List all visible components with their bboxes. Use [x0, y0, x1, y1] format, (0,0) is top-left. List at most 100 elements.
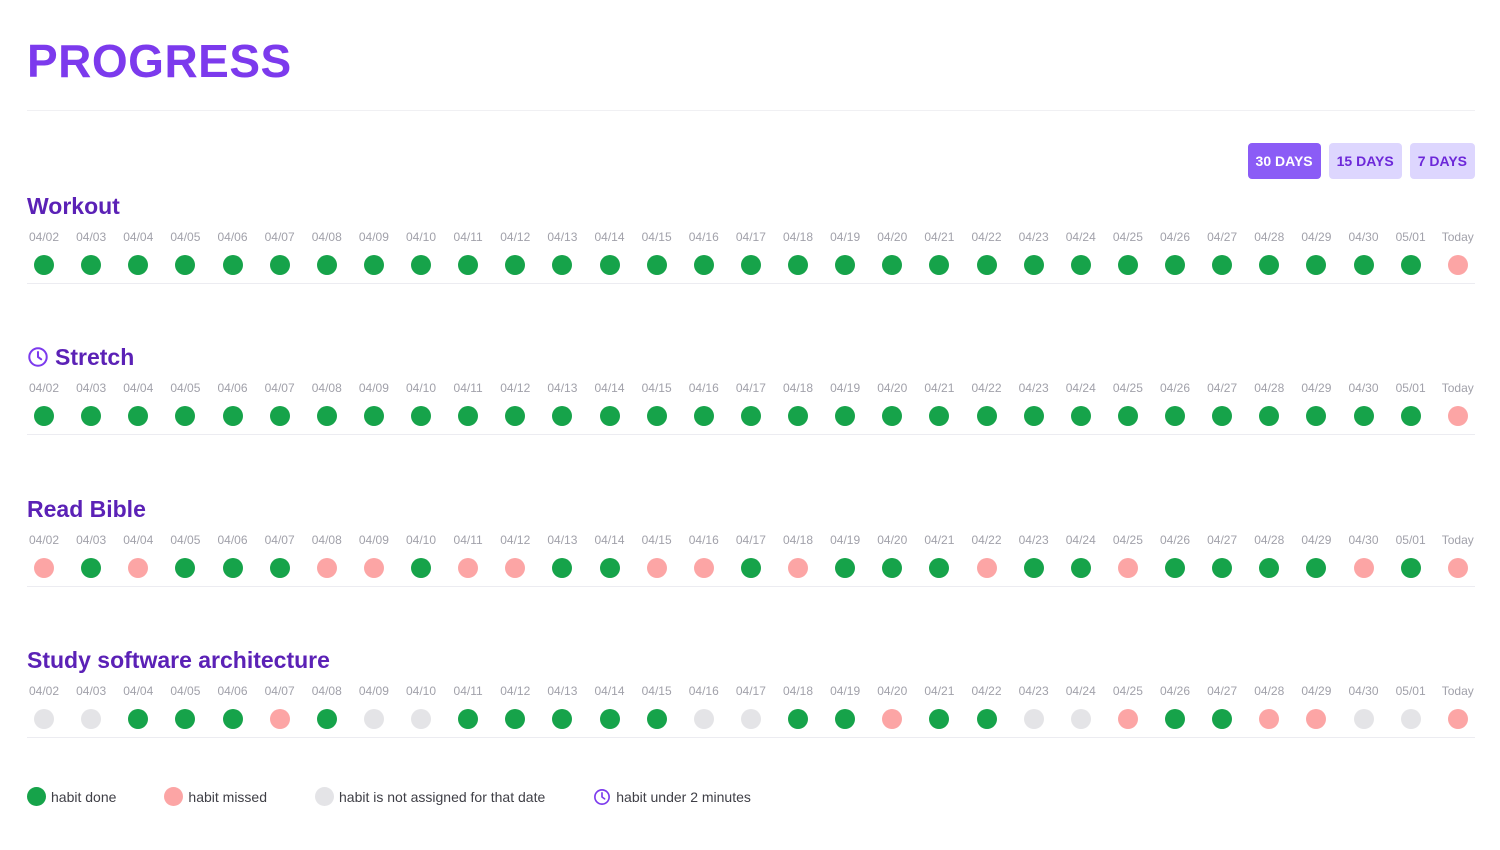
status-done-dot[interactable]	[1117, 255, 1138, 275]
status-done-dot[interactable]	[740, 406, 761, 426]
status-done-dot[interactable]	[269, 558, 290, 578]
status-done-dot[interactable]	[1259, 255, 1280, 275]
status-done-dot[interactable]	[1070, 406, 1091, 426]
status-done-dot[interactable]	[599, 709, 620, 729]
status-done-dot[interactable]	[646, 255, 667, 275]
status-done-dot[interactable]	[175, 255, 196, 275]
status-missed-dot[interactable]	[316, 558, 337, 578]
status-done-dot[interactable]	[646, 406, 667, 426]
status-done-dot[interactable]	[128, 255, 149, 275]
status-done-dot[interactable]	[882, 255, 903, 275]
status-done-dot[interactable]	[1306, 558, 1327, 578]
status-missed-dot[interactable]	[363, 558, 384, 578]
status-done-dot[interactable]	[1259, 406, 1280, 426]
status-done-dot[interactable]	[788, 709, 808, 729]
status-done-dot[interactable]	[34, 406, 54, 426]
status-done-dot[interactable]	[1400, 558, 1421, 578]
status-done-dot[interactable]	[693, 406, 714, 426]
status-done-dot[interactable]	[882, 406, 903, 426]
status-done-dot[interactable]	[222, 558, 243, 578]
status-not-assigned-dot[interactable]	[1400, 709, 1421, 729]
status-not-assigned-dot[interactable]	[1023, 709, 1044, 729]
status-missed-dot[interactable]	[1117, 558, 1138, 578]
status-done-dot[interactable]	[1117, 406, 1138, 426]
status-done-dot[interactable]	[458, 709, 479, 729]
status-done-dot[interactable]	[34, 255, 54, 275]
status-not-assigned-dot[interactable]	[740, 709, 761, 729]
status-missed-dot[interactable]	[1447, 255, 1468, 275]
status-done-dot[interactable]	[81, 255, 102, 275]
status-done-dot[interactable]	[740, 558, 761, 578]
range-15-days-button[interactable]: 15 DAYS	[1328, 143, 1402, 179]
status-done-dot[interactable]	[1400, 406, 1421, 426]
status-done-dot[interactable]	[976, 255, 997, 275]
status-missed-dot[interactable]	[693, 558, 714, 578]
status-done-dot[interactable]	[740, 255, 761, 275]
range-30-days-button[interactable]: 30 DAYS	[1247, 143, 1321, 179]
status-done-dot[interactable]	[411, 406, 431, 426]
status-done-dot[interactable]	[929, 709, 950, 729]
status-done-dot[interactable]	[788, 406, 808, 426]
status-done-dot[interactable]	[599, 255, 620, 275]
status-missed-dot[interactable]	[646, 558, 667, 578]
status-missed-dot[interactable]	[1447, 709, 1468, 729]
status-done-dot[interactable]	[1023, 255, 1044, 275]
status-done-dot[interactable]	[316, 709, 337, 729]
status-done-dot[interactable]	[1400, 255, 1421, 275]
status-done-dot[interactable]	[128, 406, 149, 426]
status-done-dot[interactable]	[175, 709, 196, 729]
status-done-dot[interactable]	[646, 709, 667, 729]
status-done-dot[interactable]	[458, 255, 479, 275]
status-done-dot[interactable]	[1165, 255, 1185, 275]
status-done-dot[interactable]	[552, 255, 573, 275]
status-done-dot[interactable]	[1212, 558, 1233, 578]
status-done-dot[interactable]	[1353, 255, 1374, 275]
status-done-dot[interactable]	[552, 709, 573, 729]
status-done-dot[interactable]	[788, 255, 808, 275]
status-done-dot[interactable]	[552, 558, 573, 578]
status-done-dot[interactable]	[81, 558, 102, 578]
status-done-dot[interactable]	[222, 255, 243, 275]
status-done-dot[interactable]	[835, 255, 856, 275]
status-missed-dot[interactable]	[882, 709, 903, 729]
status-not-assigned-dot[interactable]	[1353, 709, 1374, 729]
status-done-dot[interactable]	[458, 406, 479, 426]
status-not-assigned-dot[interactable]	[411, 709, 431, 729]
status-not-assigned-dot[interactable]	[693, 709, 714, 729]
status-done-dot[interactable]	[1212, 406, 1233, 426]
status-done-dot[interactable]	[835, 558, 856, 578]
status-done-dot[interactable]	[929, 255, 950, 275]
status-done-dot[interactable]	[363, 255, 384, 275]
status-done-dot[interactable]	[1306, 406, 1327, 426]
status-done-dot[interactable]	[1165, 406, 1185, 426]
status-missed-dot[interactable]	[1259, 709, 1280, 729]
status-not-assigned-dot[interactable]	[1070, 709, 1091, 729]
status-done-dot[interactable]	[81, 406, 102, 426]
status-missed-dot[interactable]	[1117, 709, 1138, 729]
status-done-dot[interactable]	[505, 255, 526, 275]
status-done-dot[interactable]	[316, 406, 337, 426]
status-done-dot[interactable]	[222, 709, 243, 729]
status-done-dot[interactable]	[1070, 255, 1091, 275]
status-done-dot[interactable]	[316, 255, 337, 275]
status-done-dot[interactable]	[222, 406, 243, 426]
status-done-dot[interactable]	[976, 406, 997, 426]
status-done-dot[interactable]	[882, 558, 903, 578]
status-done-dot[interactable]	[929, 558, 950, 578]
status-done-dot[interactable]	[1165, 709, 1185, 729]
status-missed-dot[interactable]	[34, 558, 54, 578]
status-done-dot[interactable]	[552, 406, 573, 426]
status-done-dot[interactable]	[411, 558, 431, 578]
status-done-dot[interactable]	[175, 406, 196, 426]
status-missed-dot[interactable]	[1447, 558, 1468, 578]
status-done-dot[interactable]	[1070, 558, 1091, 578]
status-done-dot[interactable]	[505, 406, 526, 426]
status-missed-dot[interactable]	[1353, 558, 1374, 578]
status-done-dot[interactable]	[835, 406, 856, 426]
status-done-dot[interactable]	[599, 558, 620, 578]
status-done-dot[interactable]	[269, 255, 290, 275]
status-done-dot[interactable]	[1165, 558, 1185, 578]
status-done-dot[interactable]	[1259, 558, 1280, 578]
status-missed-dot[interactable]	[505, 558, 526, 578]
status-done-dot[interactable]	[363, 406, 384, 426]
